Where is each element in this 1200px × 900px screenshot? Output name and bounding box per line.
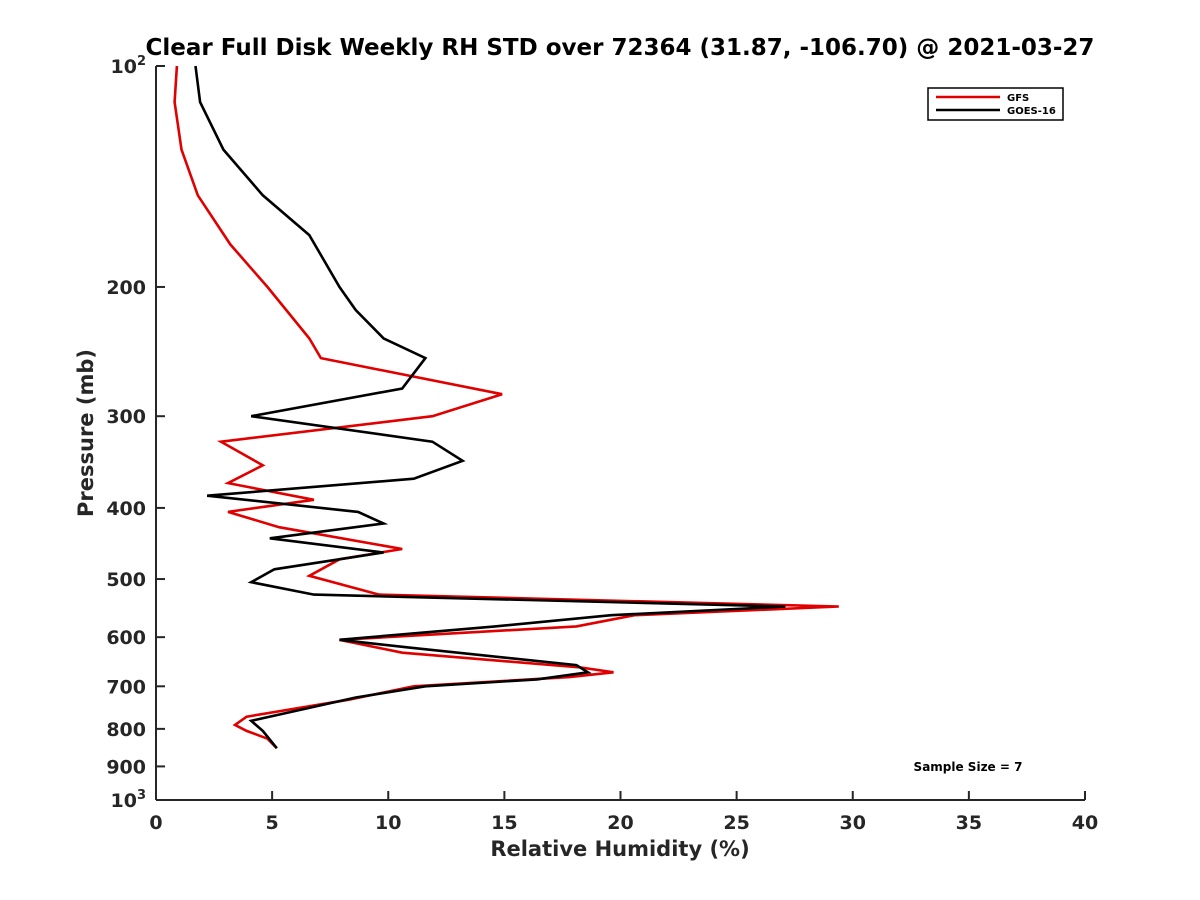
x-tick-label: 30 bbox=[840, 812, 866, 834]
y-tick-label: 103 bbox=[111, 788, 147, 812]
y-tick-label: 900 bbox=[106, 756, 146, 778]
x-tick-label: 20 bbox=[607, 812, 633, 834]
y-tick-label: 800 bbox=[106, 719, 146, 741]
y-tick-label: 500 bbox=[106, 569, 146, 591]
x-tick-label: 15 bbox=[491, 812, 517, 834]
y-tick-label: 600 bbox=[106, 627, 146, 649]
plot-area: 0 5 10 15 20 25 30 35 40 102 200 300 400 500 600 700 80… bbox=[106, 54, 1098, 834]
x-tick-label: 5 bbox=[266, 812, 279, 834]
x-tick-label: 25 bbox=[723, 812, 749, 834]
x-tick-label: 10 bbox=[375, 812, 401, 834]
legend-label-gfs: GFS bbox=[1007, 93, 1029, 104]
x-ticks: 0 5 10 15 20 25 30 35 40 bbox=[149, 791, 1098, 834]
y-ticks: 102 200 300 400 500 600 700 800 900 103 bbox=[106, 54, 165, 812]
legend-box bbox=[927, 87, 1064, 121]
y-axis-label: Pressure (mb) bbox=[74, 349, 98, 517]
chart-title: Clear Full Disk Weekly RH STD over 72364… bbox=[146, 35, 1095, 61]
series-lines bbox=[173, 65, 839, 750]
y-tick-label: 700 bbox=[106, 676, 146, 698]
sample-size-annotation: Sample Size = 7 bbox=[914, 760, 1023, 774]
x-tick-label: 35 bbox=[956, 812, 982, 834]
x-tick-label: 40 bbox=[1072, 812, 1098, 834]
y-tick-label: 400 bbox=[106, 498, 146, 520]
legend: GFS GOES-16 bbox=[927, 87, 1064, 121]
y-tick-label: 102 bbox=[111, 54, 147, 78]
series-line-goes-16 bbox=[194, 65, 786, 750]
y-tick-label: 200 bbox=[106, 277, 146, 299]
y-tick-label: 300 bbox=[106, 406, 146, 428]
x-tick-label: 0 bbox=[149, 812, 162, 834]
x-axis-label: Relative Humidity (%) bbox=[490, 837, 749, 861]
legend-label-goes-16: GOES-16 bbox=[1007, 106, 1056, 117]
